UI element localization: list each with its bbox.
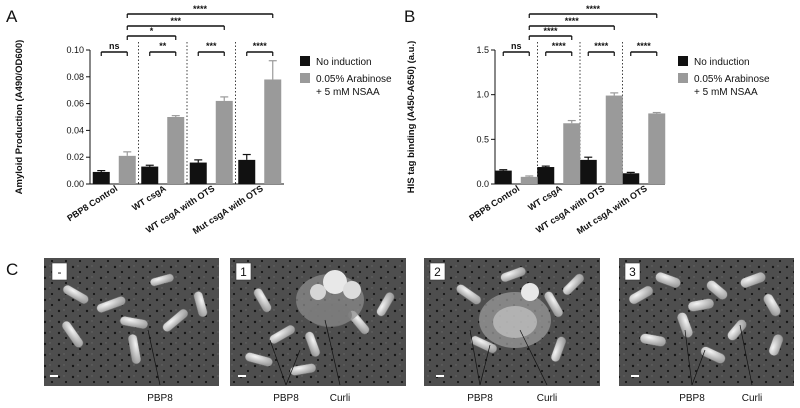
annotation-pbp8: PBP8 [679, 393, 705, 404]
comparison-label: *** [170, 16, 181, 26]
comparison-label: **** [543, 26, 558, 36]
significance-label: **** [594, 41, 609, 51]
legend-label-induced: 0.05% Arabinose [694, 74, 770, 85]
y-tick-label: 0.04 [66, 125, 84, 135]
bar [238, 159, 256, 184]
y-axis-label: Amyloid Production (A490/OD600) [14, 40, 25, 195]
bar [141, 166, 159, 184]
significance-label: **** [637, 41, 652, 51]
chart-b: 0.0 0.5 1.0 1.5 HIS tag binding (A450-A650) … [406, 4, 770, 236]
legend-label-induced-line2: + 5 mM NSAA [694, 87, 758, 98]
comparison-label: **** [586, 4, 601, 14]
legend-label-no-induction: No induction [694, 57, 750, 68]
category-label: Mut csgA with OTS [575, 183, 649, 236]
legend-swatch-induced [678, 73, 688, 83]
bacteria-cells [456, 266, 585, 362]
micrograph-label: 1 [240, 265, 247, 279]
micrograph-label: 2 [434, 265, 441, 279]
annotation-curli: Curli [330, 393, 351, 404]
bar [520, 176, 538, 184]
comparison-label: * [150, 26, 154, 36]
legend: No induction 0.05% Arabinose + 5 mM NSAA [300, 56, 392, 98]
significance-label: ns [109, 41, 120, 51]
legend-label-induced: 0.05% Arabinose [316, 74, 392, 85]
bacteria-cells [244, 288, 395, 376]
y-tick-label: 0.02 [66, 152, 84, 162]
y-tick-label: 0.06 [66, 99, 84, 109]
significance-label: **** [552, 41, 567, 51]
legend-swatch-no-induction [300, 56, 310, 66]
micrograph-3: 3 [619, 258, 794, 386]
category-label: PBP8 Control [467, 183, 521, 223]
micrograph-label-box [235, 262, 252, 281]
bacteria-cells [61, 273, 208, 365]
annotation-curli: Curli [742, 393, 763, 404]
micrograph-2: 2 [424, 258, 600, 386]
bar [579, 159, 597, 184]
panel-letter-b: B [404, 7, 415, 26]
significance-label: *** [206, 41, 217, 51]
scale-bar [50, 375, 58, 377]
y-tick-label: 1.5 [476, 45, 489, 55]
bar [167, 117, 185, 184]
category-label: PBP8 Control [65, 183, 119, 223]
micrograph-label-box [51, 262, 68, 281]
annotation-pbp8: PBP8 [467, 393, 493, 404]
legend-label-no-induction: No induction [316, 57, 372, 68]
significance-label: ns [511, 41, 522, 51]
comparison-label: **** [193, 4, 208, 14]
annotation-pbp8: PBP8 [273, 393, 299, 404]
micrograph-label: - [58, 265, 62, 279]
scale-bar [631, 375, 639, 377]
micrograph-label-box [429, 262, 446, 281]
bar [118, 155, 136, 184]
legend: No induction 0.05% Arabinose + 5 mM NSAA [678, 56, 770, 98]
chart-a: 0.00 0.02 0.04 0.06 0.08 0.10 Amyloid Producti… [14, 4, 392, 236]
bar [648, 113, 666, 184]
panel-letter-a: A [6, 7, 18, 26]
y-tick-label: 0.5 [476, 134, 489, 144]
scale-bar [238, 375, 246, 377]
bar [563, 123, 581, 184]
bar [494, 170, 512, 184]
scale-bar [436, 375, 444, 377]
curli-cluster [479, 283, 551, 348]
micrograph-1: 1 [230, 258, 406, 386]
y-tick-label: 0.0 [476, 179, 489, 189]
legend-label-induced-line2: + 5 mM NSAA [316, 87, 380, 98]
comparison-label: **** [565, 16, 580, 26]
micrograph-label-box [624, 262, 641, 281]
bar [189, 162, 207, 184]
y-tick-label: 0.08 [66, 72, 84, 82]
bar [537, 167, 555, 184]
category-label: WT csgA [526, 183, 564, 213]
micrograph-background [619, 258, 794, 386]
category-label: WT csgA [130, 183, 168, 213]
significance-label: ** [159, 41, 167, 51]
micrograph-panel: - 1 [44, 258, 794, 404]
micrograph-control: - [44, 258, 219, 386]
legend-swatch-no-induction [678, 56, 688, 66]
bar [92, 171, 110, 184]
bar [622, 173, 640, 184]
bar [605, 95, 623, 184]
y-tick-label: 0.10 [66, 45, 84, 55]
curli-cluster [296, 270, 364, 327]
annotation-lines [147, 319, 753, 386]
panel-letter-c: C [6, 260, 18, 279]
significance-label: **** [253, 41, 268, 51]
bar [264, 79, 282, 184]
y-tick-label: 1.0 [476, 90, 489, 100]
y-tick-label: 0.00 [66, 179, 84, 189]
annotation-curli: Curli [537, 393, 558, 404]
annotation-pbp8: PBP8 [147, 393, 173, 404]
micrograph-label: 3 [629, 265, 636, 279]
bar [215, 100, 233, 184]
y-axis-label: HIS tag binding (A450-A650) (a.u.) [406, 41, 417, 194]
bacteria-cells [628, 272, 784, 364]
legend-swatch-induced [300, 73, 310, 83]
